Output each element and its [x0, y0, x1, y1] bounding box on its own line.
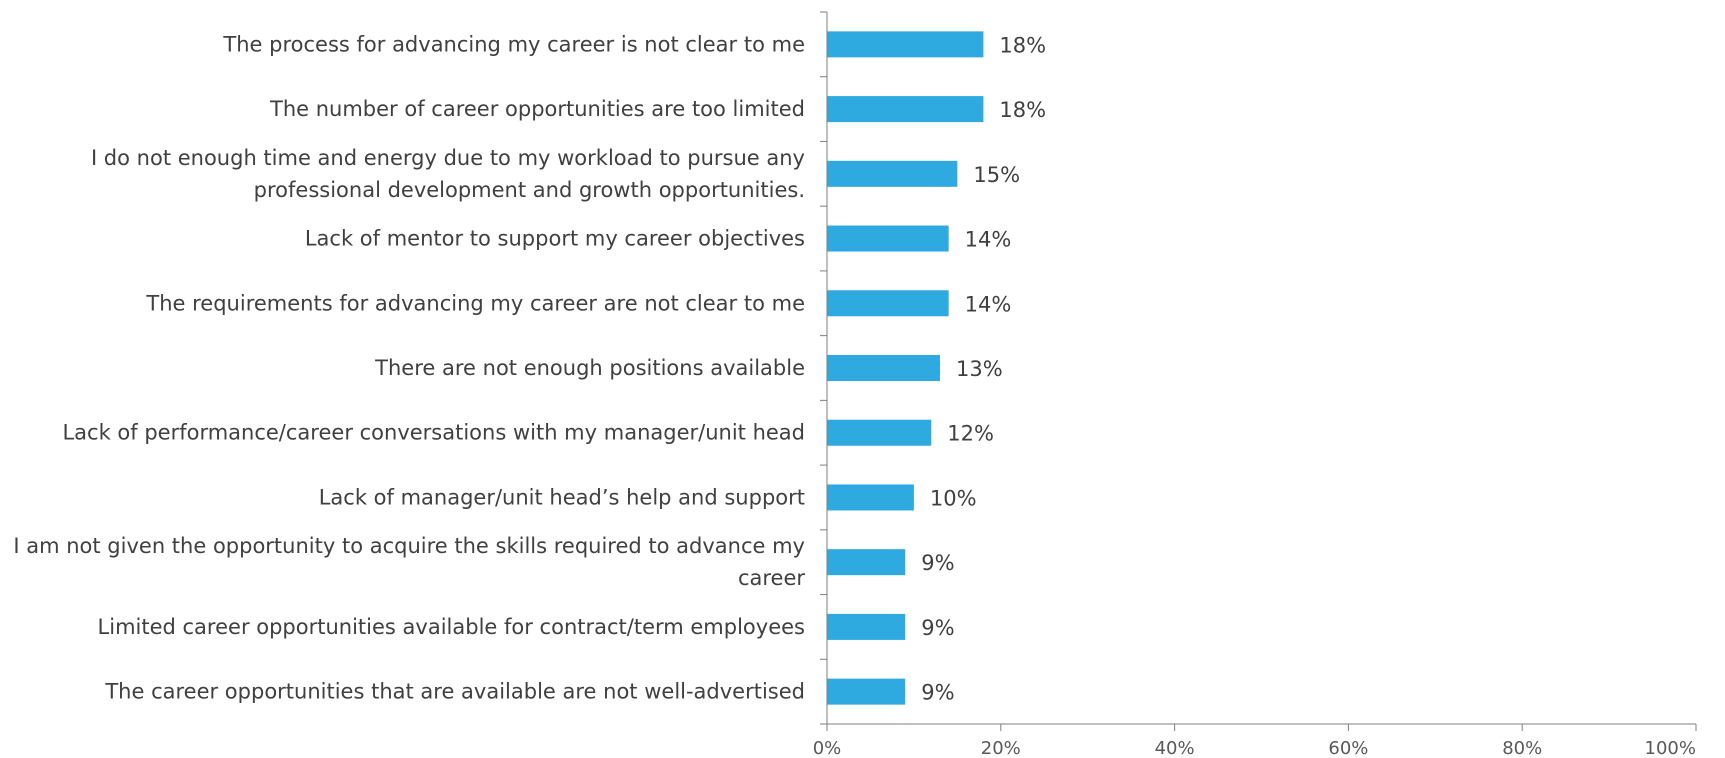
bar — [827, 355, 940, 381]
category-label: The number of career opportunities are t… — [269, 97, 805, 121]
x-tick-label: 100% — [1645, 738, 1696, 758]
category-label-line: I do not enough time and energy due to m… — [91, 146, 805, 170]
category-labels: The process for advancing my career is n… — [13, 32, 805, 703]
bar — [827, 678, 906, 705]
data-label: 14% — [965, 228, 1012, 252]
bar — [827, 96, 984, 123]
bar — [827, 290, 949, 317]
data-label: 15% — [973, 163, 1020, 187]
category-label: I am not given the opportunity to acquir… — [13, 534, 805, 590]
category-label-line: Limited career opportunities available f… — [98, 615, 805, 639]
category-label: Limited career opportunities available f… — [98, 615, 805, 639]
category-label-line: Lack of mentor to support my career obje… — [305, 227, 805, 251]
category-label: Lack of mentor to support my career obje… — [305, 227, 805, 251]
x-tick-label: 80% — [1502, 738, 1542, 758]
x-tick-label: 0% — [813, 738, 842, 758]
data-label: 12% — [947, 422, 994, 446]
category-label-line: The career opportunities that are availa… — [104, 680, 805, 704]
data-label: 9% — [921, 616, 954, 640]
data-label: 13% — [956, 357, 1003, 381]
data-labels: 18% 18% 15% 14% 14% 13% 12% 10% 9% 9% 9% — [921, 33, 1046, 704]
category-label: There are not enough positions available — [374, 356, 805, 380]
category-label-line: career — [738, 566, 805, 590]
bar — [827, 160, 958, 187]
category-label: Lack of manager/unit head’s help and sup… — [319, 485, 805, 509]
category-label: I do not enough time and energy due to m… — [91, 146, 805, 202]
bar — [827, 419, 932, 446]
category-label-line: The number of career opportunities are t… — [269, 97, 805, 121]
category-label-line: Lack of performance/career conversations… — [62, 421, 805, 445]
bars — [827, 31, 984, 705]
category-label-line: Lack of manager/unit head’s help and sup… — [319, 485, 805, 509]
bar — [827, 549, 906, 576]
bar — [827, 484, 914, 511]
category-label-line: There are not enough positions available — [374, 356, 805, 380]
category-label-line: The process for advancing my career is n… — [222, 32, 805, 56]
data-label: 14% — [965, 292, 1012, 316]
data-label: 18% — [999, 98, 1046, 122]
category-label-line: The requirements for advancing my career… — [145, 291, 805, 315]
category-label-line: professional development and growth oppo… — [254, 178, 805, 202]
data-label: 9% — [921, 681, 954, 705]
x-tick-label: 40% — [1155, 738, 1195, 758]
category-label: The requirements for advancing my career… — [145, 291, 805, 315]
bar — [827, 225, 949, 252]
axes — [820, 11, 1697, 731]
x-axis-tick-labels: 0% 20% 40% 60% 80% 100% — [813, 738, 1696, 758]
data-label: 10% — [930, 486, 977, 510]
category-label: Lack of performance/career conversations… — [62, 421, 805, 445]
bar — [827, 613, 906, 640]
x-tick-label: 60% — [1328, 738, 1368, 758]
category-label: The career opportunities that are availa… — [104, 680, 805, 704]
bar — [827, 31, 984, 58]
category-label-line: I am not given the opportunity to acquir… — [13, 534, 805, 558]
data-label: 9% — [921, 551, 954, 575]
x-tick-label: 20% — [981, 738, 1021, 758]
category-label: The process for advancing my career is n… — [222, 32, 805, 56]
data-label: 18% — [999, 33, 1046, 57]
